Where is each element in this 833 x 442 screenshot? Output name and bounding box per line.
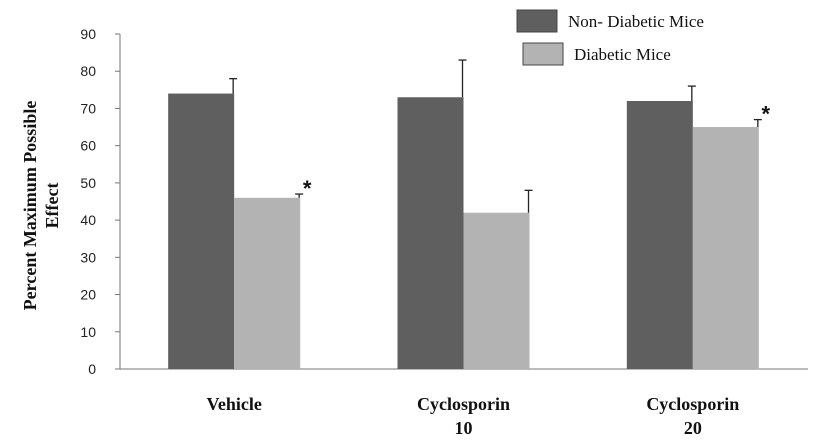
y-ticks: 0 10 20 30 40 50 60 70 80 90 — [80, 26, 120, 377]
y-tick-label: 10 — [80, 324, 96, 340]
category-labels: Vehicle Cyclosporin 10 Cyclosporin 20 — [207, 394, 740, 438]
y-tick-label: 90 — [80, 26, 96, 42]
y-tick-label: 0 — [88, 361, 96, 377]
legend-label: Non- Diabetic Mice — [568, 12, 704, 31]
y-tick-label: 50 — [80, 175, 96, 191]
y-tick-label: 80 — [80, 63, 96, 79]
significance-marker: * — [303, 176, 312, 201]
bars: ** — [168, 59, 771, 370]
bar — [692, 127, 759, 369]
legend-swatch — [522, 42, 564, 66]
y-tick-label: 20 — [80, 287, 96, 303]
y-tick-label: 40 — [80, 212, 96, 228]
bar — [463, 212, 530, 369]
bar — [626, 101, 693, 369]
category-label: Vehicle — [207, 394, 262, 414]
significance-marker: * — [762, 102, 771, 127]
y-axis-label: Percent Maximum Possible Effect — [20, 101, 62, 311]
bar — [397, 97, 464, 370]
bar — [234, 197, 301, 369]
legend-swatch — [516, 9, 558, 33]
y-tick-label: 60 — [80, 138, 96, 154]
legend: Non- Diabetic Mice Diabetic Mice — [516, 9, 704, 66]
legend-label: Diabetic Mice — [574, 45, 671, 64]
y-tick-label: 70 — [80, 100, 96, 116]
category-label: Cyclosporin — [417, 394, 510, 414]
y-axis-label-line: Effect — [42, 183, 62, 229]
category-label: 20 — [684, 418, 702, 438]
category-label: Cyclosporin — [646, 394, 739, 414]
y-axis-label-line: Percent Maximum Possible — [20, 101, 40, 311]
category-label: 10 — [455, 418, 473, 438]
y-tick-label: 30 — [80, 249, 96, 265]
bar — [168, 93, 235, 370]
